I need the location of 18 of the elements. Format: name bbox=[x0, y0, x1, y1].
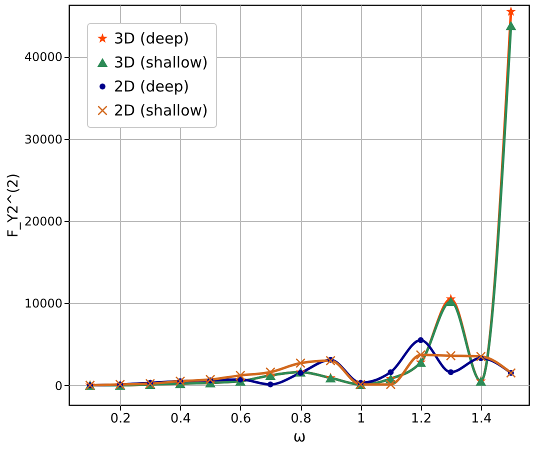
y-axis-title: F_Y2^(2) bbox=[5, 173, 22, 238]
x-tick-label: 0.2 bbox=[110, 412, 131, 426]
x-tick-label: 0.8 bbox=[290, 412, 312, 426]
x-tick-label: 1.2 bbox=[410, 412, 432, 426]
x-tick-label: 0.6 bbox=[230, 412, 252, 426]
legend-label: 2D (shallow) bbox=[114, 102, 208, 120]
y-tick-label: 40000 bbox=[24, 50, 62, 64]
x-tick-label: 1 bbox=[356, 412, 366, 426]
x-axis-title: ω bbox=[293, 428, 306, 446]
y-tick-label: 20000 bbox=[24, 214, 62, 229]
x-tick-label: 0.4 bbox=[170, 412, 192, 426]
y-tick-label: 10000 bbox=[24, 296, 62, 311]
legend-label: 2D (deep) bbox=[114, 78, 190, 96]
legend-label: 3D (deep) bbox=[114, 30, 190, 48]
legend-label: 3D (shallow) bbox=[114, 54, 208, 72]
y-tick-label: 30000 bbox=[24, 132, 62, 146]
y-tick-label: 0 bbox=[54, 378, 62, 393]
x-tick-label: 1.4 bbox=[471, 412, 492, 426]
